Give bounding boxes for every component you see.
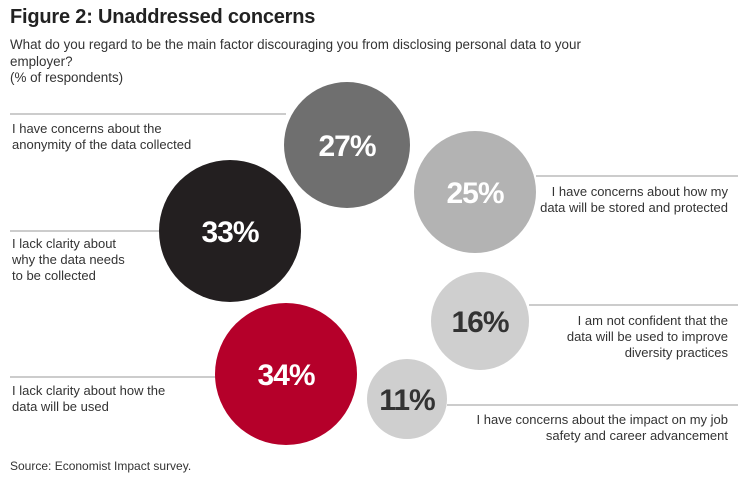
category-label: I have concerns about the impact on my j… [477, 412, 729, 443]
chart-title: Figure 2: Unaddressed concerns [10, 6, 316, 28]
bubble [215, 303, 357, 445]
category-label: I am not confident that the data will be … [567, 313, 729, 360]
category-label: I have concerns about the anonymity of th… [12, 121, 191, 152]
bubble [414, 131, 536, 253]
bubble-value-label: 27% [318, 130, 375, 163]
chart-subtitle: What do you regard to be the main factor… [10, 37, 610, 87]
bubble-value-label: 11% [379, 384, 435, 417]
bubble [284, 82, 410, 208]
chart-source: Source: Economist Impact survey. [10, 459, 192, 473]
category-label: I lack clarity about how the data will be… [12, 383, 165, 414]
subtitle-unit: (% of respondents) [10, 70, 124, 85]
category-label: I have concerns about how my data will be… [540, 184, 728, 215]
bubble [367, 359, 447, 439]
bubble [431, 272, 529, 370]
bubble [159, 160, 301, 302]
bubble-value-label: 33% [201, 216, 258, 249]
subtitle-question: What do you regard to be the main factor… [10, 37, 581, 69]
bubble-value-label: 16% [451, 306, 508, 339]
bubble-value-label: 34% [257, 359, 314, 392]
bubble-value-label: 25% [446, 177, 503, 210]
category-label: I lack clarity about why the data needs to… [11, 236, 125, 283]
